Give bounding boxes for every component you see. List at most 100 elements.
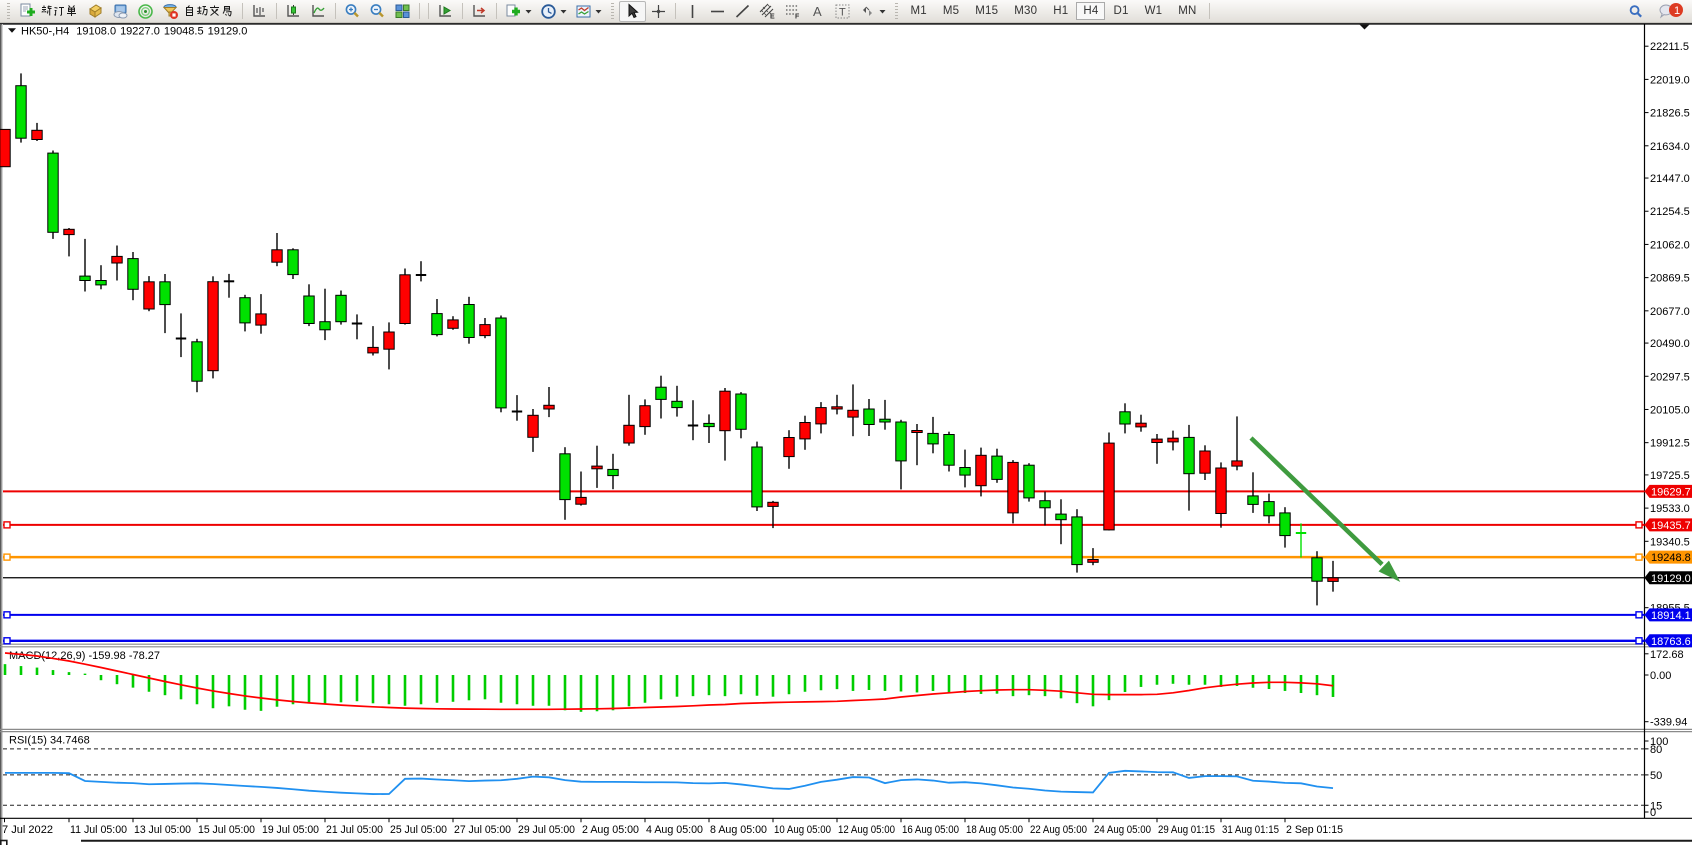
terminal-button[interactable] <box>108 1 133 22</box>
candle-62 <box>991 448 1003 483</box>
time-tick-label: 10 Aug 05:00 <box>774 824 831 836</box>
candle-9 <box>143 276 155 312</box>
auto-scroll-button[interactable] <box>433 1 458 22</box>
hline-handle[interactable] <box>3 521 11 529</box>
search-button[interactable] <box>1624 1 1648 22</box>
new-order-button[interactable] <box>15 1 83 22</box>
candle-chart-icon <box>286 4 299 17</box>
candle-81 <box>1295 523 1307 558</box>
toolbar-grip <box>893 3 899 19</box>
hline-handle[interactable] <box>1635 553 1643 561</box>
candle-14 <box>223 273 235 298</box>
rsi-pane <box>3 748 1645 806</box>
arrows-button[interactable] <box>855 1 890 22</box>
macd-pane <box>3 652 1335 712</box>
market-watch-button[interactable] <box>83 1 108 22</box>
timeframe-m1[interactable]: M1 <box>910 5 927 17</box>
equidistant-channel-button[interactable]: E <box>755 1 780 22</box>
hline-handle[interactable] <box>1635 521 1643 529</box>
candle-chart-button[interactable] <box>281 1 306 22</box>
chart-shift-button[interactable] <box>467 1 492 22</box>
trendline-button[interactable] <box>730 1 755 22</box>
hline-handle[interactable] <box>3 553 11 561</box>
timeframe-d1[interactable]: D1 <box>1113 5 1129 17</box>
time-tick-label: 7 Jul 2022 <box>2 824 53 836</box>
cursor-button[interactable] <box>618 0 646 22</box>
candle-67 <box>1071 509 1083 573</box>
hline-handle[interactable] <box>1635 611 1643 619</box>
candle-29 <box>463 296 475 344</box>
candles <box>0 73 1339 606</box>
hline-handle[interactable] <box>1635 637 1643 645</box>
candle-27 <box>431 298 443 337</box>
price-label-text: 18914.1 <box>1651 610 1691 622</box>
timeframe-w1[interactable]: W1 <box>1144 5 1163 17</box>
candle-1 <box>15 73 27 143</box>
price-tick-label: 21062.0 <box>1650 239 1690 251</box>
candle-73 <box>1167 430 1179 451</box>
bar-chart-button[interactable] <box>247 1 272 22</box>
candle-78 <box>1247 472 1259 513</box>
timeframe-h4[interactable]: H4 <box>1076 2 1106 20</box>
candle-5 <box>79 238 91 292</box>
crosshair-button[interactable] <box>646 1 671 22</box>
signals-button[interactable] <box>133 1 158 22</box>
price-label-support-blue-1: 18914.1 <box>1644 608 1692 622</box>
dropdown-icon <box>560 9 566 13</box>
candle-60 <box>959 449 971 488</box>
toolbar-grip <box>609 3 615 19</box>
tile-windows-icon <box>395 4 409 18</box>
time-tick-label: 25 Jul 05:00 <box>390 824 447 836</box>
timeframe-m30[interactable]: M30 <box>1014 5 1038 17</box>
symbol-dropdown-icon[interactable] <box>8 28 16 33</box>
candle-53 <box>847 384 859 437</box>
candle-45 <box>719 387 731 461</box>
horizontal-line-button[interactable] <box>705 1 730 22</box>
text-label-icon: T <box>835 4 849 18</box>
candle-82 <box>1311 551 1323 606</box>
time-tick-label: 19 Jul 05:00 <box>262 824 319 836</box>
price-label-resistance-1: 19629.7 <box>1644 484 1692 498</box>
time-tick-label: 2 Sep 01:15 <box>1286 824 1343 836</box>
timeframe-mn[interactable]: MN <box>1178 5 1197 17</box>
time-tick-label: 15 Jul 05:00 <box>198 824 255 836</box>
candle-38 <box>607 453 619 490</box>
cursor-icon <box>628 2 639 18</box>
periods-button[interactable] <box>536 1 571 22</box>
indicators-button[interactable] <box>501 1 536 22</box>
chart-shift-marker[interactable] <box>1359 24 1370 30</box>
trend-arrow[interactable] <box>1249 436 1384 567</box>
candle-63 <box>1007 460 1019 524</box>
chart-background[interactable] <box>0 23 1692 845</box>
zoom-in-button[interactable] <box>340 1 365 22</box>
templates-button[interactable] <box>571 1 606 22</box>
rsi-tick-label: 80 <box>1650 744 1662 756</box>
rsi-tick-label: 100 <box>1650 736 1668 748</box>
tile-windows-button[interactable] <box>390 1 415 22</box>
rsi-tick-label: 15 <box>1650 800 1662 812</box>
timeframe-m5[interactable]: M5 <box>942 5 960 17</box>
line-chart-button[interactable] <box>306 1 331 22</box>
bottom-window-edge <box>0 839 1692 845</box>
fibonacci-button[interactable]: F <box>780 1 805 22</box>
time-tick-label: 21 Jul 05:00 <box>326 824 383 836</box>
text-label-button[interactable]: T <box>830 1 855 22</box>
timeframe-h1[interactable]: H1 <box>1053 5 1069 17</box>
svg-text:E: E <box>770 13 775 20</box>
auto-trading-icon <box>162 3 178 19</box>
auto-trading-button[interactable] <box>158 1 238 22</box>
candle-59 <box>943 431 955 472</box>
toolbar-grip <box>6 3 11 19</box>
timeframe-m15[interactable]: M15 <box>975 5 999 17</box>
hline-handle[interactable] <box>3 637 11 645</box>
vertical-line-button[interactable] <box>680 1 705 22</box>
price-label-text: 19435.7 <box>1651 520 1691 532</box>
candle-55 <box>879 399 891 430</box>
notifications-button[interactable]: 1 <box>1654 1 1688 22</box>
zoom-out-button[interactable] <box>365 1 390 22</box>
trend-arrow-head[interactable] <box>1378 560 1401 582</box>
price-label-text: 19129.0 <box>1651 573 1691 585</box>
hline-handle[interactable] <box>3 611 11 619</box>
new-order-label-cjk <box>41 5 76 16</box>
text-button[interactable]: A <box>805 1 830 22</box>
